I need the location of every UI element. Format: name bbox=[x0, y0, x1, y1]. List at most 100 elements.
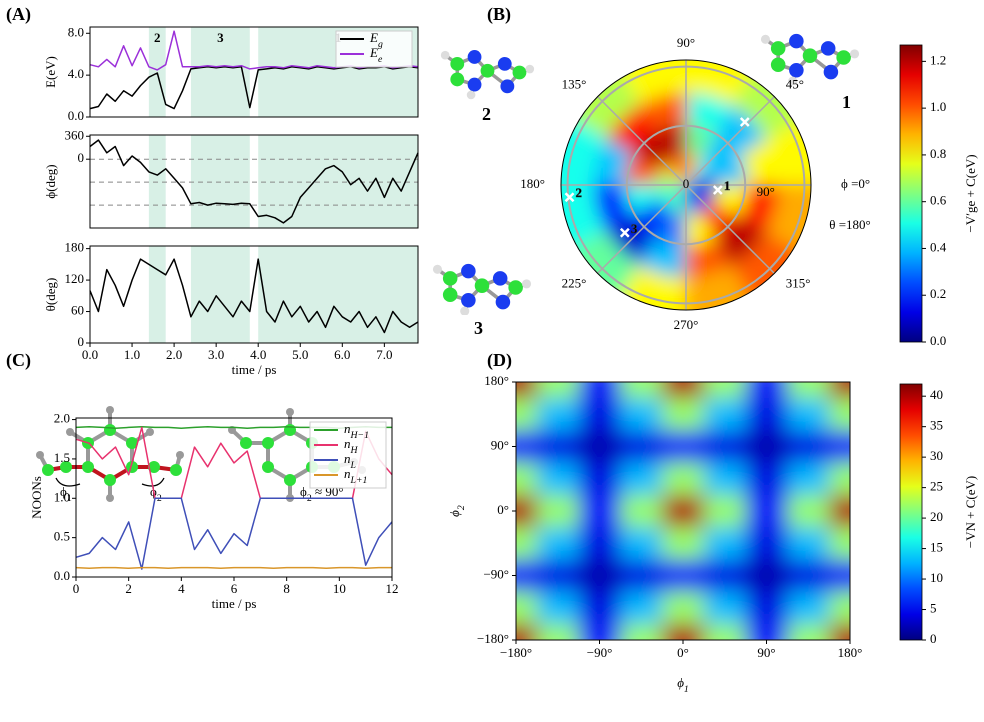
x-tick-label: 4.0 bbox=[250, 347, 266, 362]
x-tick-label: 4 bbox=[178, 581, 185, 596]
region-label: 2 bbox=[154, 30, 161, 45]
heat-cell bbox=[662, 527, 704, 560]
heat-cell bbox=[787, 430, 829, 463]
x-tick-label: 6 bbox=[231, 581, 238, 596]
point-label: 3 bbox=[631, 221, 638, 236]
heat-cell bbox=[537, 430, 579, 463]
x-tick-label: 5.0 bbox=[292, 347, 308, 362]
x-tick-label: 2 bbox=[125, 581, 132, 596]
colorbar-tick-label: 25 bbox=[930, 479, 943, 494]
x-axis-label: ϕ1 bbox=[677, 675, 689, 695]
point-label: 2 bbox=[576, 185, 583, 200]
angle-label: 180° bbox=[520, 176, 545, 191]
heat-cell bbox=[662, 495, 704, 528]
molecule-label: 1 bbox=[842, 92, 851, 112]
data-line bbox=[76, 498, 392, 569]
heat-cell bbox=[746, 495, 788, 528]
x-tick-label: 7.0 bbox=[376, 347, 392, 362]
heat-cell bbox=[704, 495, 746, 528]
heat-cell bbox=[746, 398, 788, 431]
heat-cell bbox=[579, 559, 621, 592]
heat-cell bbox=[704, 559, 746, 592]
heat-cell bbox=[537, 495, 579, 528]
y-tick-label: 180 bbox=[65, 240, 85, 255]
region-label: 3 bbox=[217, 30, 224, 45]
x-tick-label: 90° bbox=[757, 645, 775, 660]
x-tick-label: 0.0 bbox=[82, 347, 98, 362]
colorbar-tick-label: 0.8 bbox=[930, 146, 946, 161]
heat-cell bbox=[620, 527, 662, 560]
colorbar-tick-label: 0.2 bbox=[930, 286, 946, 301]
panel-label: (D) bbox=[487, 350, 512, 371]
figure: (A) (B) (C) (D) 1 2 3 ϕ1 ϕ2 ϕ2 ≈ 90° 231… bbox=[0, 0, 984, 722]
y-axis-label: ϕ2 bbox=[447, 505, 467, 517]
x-tick-label: 6.0 bbox=[334, 347, 350, 362]
colorbar-label: −V′ge + C(eV) bbox=[963, 154, 978, 232]
heat-cell bbox=[704, 398, 746, 431]
heat-cell bbox=[787, 398, 829, 431]
angle-label: 45° bbox=[786, 76, 804, 91]
y-tick-label: 0.5 bbox=[54, 529, 70, 544]
heat-cell bbox=[537, 398, 579, 431]
heat-cell bbox=[579, 495, 621, 528]
colorbar-tick-label: 1.0 bbox=[930, 99, 946, 114]
y-tick-label: −90° bbox=[483, 566, 509, 581]
colorbar-tick-label: 20 bbox=[930, 509, 943, 524]
panel-label: (A) bbox=[6, 4, 31, 25]
x-tick-label: 2.0 bbox=[166, 347, 182, 362]
molecule bbox=[433, 264, 531, 316]
shaded-region bbox=[149, 135, 166, 228]
colorbar-tick-label: 1.2 bbox=[930, 52, 946, 67]
heat-cell bbox=[704, 430, 746, 463]
angle-label: 315° bbox=[786, 276, 811, 291]
panel-label: (C) bbox=[6, 350, 31, 371]
heat-cells bbox=[495, 366, 871, 657]
heat-cell bbox=[662, 592, 704, 625]
heat-cell bbox=[620, 559, 662, 592]
angle-label: 135° bbox=[562, 76, 587, 91]
y-axis-label: E(eV) bbox=[43, 56, 58, 88]
page: (A) (B) (C) (D) 1 2 3 ϕ1 ϕ2 ϕ2 ≈ 90° 231… bbox=[0, 0, 984, 722]
heat-cell bbox=[537, 592, 579, 625]
molecule bbox=[761, 34, 859, 86]
x-tick-label: 180° bbox=[838, 645, 863, 660]
y-tick-label: 1.5 bbox=[54, 450, 70, 465]
heat-cell bbox=[620, 495, 662, 528]
colorbar bbox=[900, 45, 922, 342]
radius-label: 90° bbox=[757, 184, 775, 199]
colorbar-tick-label: 30 bbox=[930, 448, 943, 463]
x-tick-label: 3.0 bbox=[208, 347, 224, 362]
angle-label: ϕ =0° bbox=[841, 176, 870, 191]
heat-cell bbox=[704, 527, 746, 560]
colorbar-tick-label: 35 bbox=[930, 418, 943, 433]
heat-cell bbox=[620, 463, 662, 496]
x-tick-label: −90° bbox=[587, 645, 613, 660]
y-axis-label: NOONs bbox=[29, 476, 44, 519]
point-label: 1 bbox=[724, 178, 731, 193]
shaded-region bbox=[149, 246, 166, 343]
colorbar-tick-label: 0.4 bbox=[930, 239, 947, 254]
radius-label: 0 bbox=[683, 176, 690, 191]
x-tick-label: 1.0 bbox=[124, 347, 140, 362]
angle-label: 90° bbox=[677, 35, 695, 50]
y-tick-label: 90° bbox=[491, 437, 509, 452]
colorbar-tick-label: 10 bbox=[930, 570, 943, 585]
x-tick-label: 0 bbox=[73, 581, 80, 596]
colorbar-tick-label: 0.6 bbox=[930, 193, 947, 208]
heat-cell bbox=[579, 592, 621, 625]
x-tick-label: 12 bbox=[386, 581, 399, 596]
y-axis-label: ϕ(deg) bbox=[43, 164, 58, 198]
y-tick-label: 1.0 bbox=[54, 489, 70, 504]
heat-cell bbox=[787, 527, 829, 560]
annotation: ϕ2 bbox=[150, 484, 162, 504]
heat-cell bbox=[662, 398, 704, 431]
x-axis-label: time / ps bbox=[232, 362, 277, 377]
heat-cell bbox=[579, 463, 621, 496]
y-tick-label: 4.0 bbox=[68, 66, 84, 81]
heat-cell bbox=[787, 592, 829, 625]
panel-label: (B) bbox=[487, 4, 511, 25]
y-tick-label: 0° bbox=[497, 502, 509, 517]
x-tick-label: 8 bbox=[283, 581, 290, 596]
heat-cell bbox=[746, 430, 788, 463]
y-axis-label: θ(deg) bbox=[43, 278, 58, 312]
